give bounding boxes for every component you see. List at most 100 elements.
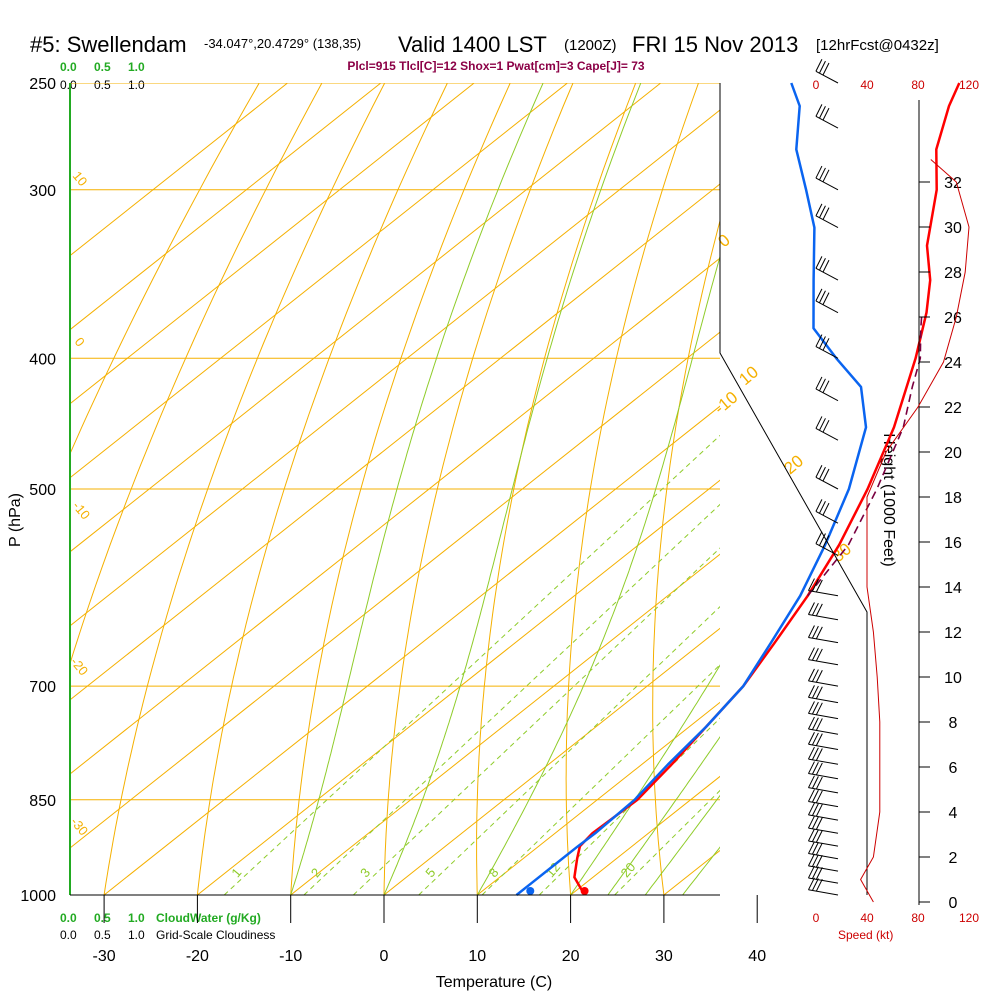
wind-barb-flag	[815, 203, 823, 217]
dry-adiabat-line	[196, 83, 448, 895]
pressure-tick-label: 500	[29, 482, 56, 499]
wind-barb-flag	[815, 670, 823, 683]
wind-barb	[808, 773, 839, 780]
isotherm-line	[70, 83, 288, 257]
dry-adiabat-line	[70, 83, 260, 455]
stability-indices: Plcl=915 Tlcl[C]=12 Shox=1 Pwat[cm]=3 Ca…	[347, 59, 644, 73]
wind-barb-flag	[811, 701, 819, 715]
wind-barb-flag	[815, 762, 823, 776]
wind-barb-flag	[815, 804, 823, 817]
isotherm-line	[70, 183, 720, 701]
wind-barb-flag	[808, 841, 815, 854]
height-tick-label: 20	[944, 445, 962, 462]
wind-barb-flag	[808, 802, 815, 816]
moist-adiabat-line	[607, 736, 720, 895]
wind-barb-flag	[808, 625, 815, 638]
wind-barb	[808, 827, 839, 834]
wind-barb-flag	[819, 501, 826, 514]
wind-barb-flag	[819, 167, 826, 181]
wind-barb-flag	[808, 789, 815, 802]
wind-barb	[808, 743, 839, 750]
speed-tick: 0	[813, 911, 820, 925]
height-tick-label: 14	[944, 580, 962, 597]
wind-barb-flag	[808, 668, 815, 682]
adiabat-label: -20	[68, 654, 92, 678]
height-tick-label: 8	[949, 715, 958, 732]
surface-dewpoint-point	[526, 887, 535, 895]
isotherm-line	[70, 83, 662, 553]
cloudiness-label: Grid-Scale Cloudiness	[156, 928, 275, 942]
wind-barb	[808, 680, 839, 687]
wind-barb-flag	[822, 338, 830, 351]
wind-barb-flag	[811, 866, 819, 879]
wind-barb	[815, 177, 839, 191]
mixing-ratio-label: 2	[308, 865, 324, 880]
cloudiness-tick: 0.0	[60, 928, 77, 942]
station-coords: -34.047°,20.4729° (138,35)	[204, 36, 361, 51]
wind-barb	[808, 728, 839, 735]
isotherm-line	[103, 405, 720, 895]
moist-adiabat-line	[383, 83, 642, 895]
wind-barb-flag	[808, 578, 815, 591]
cloudiness-tick: 0.0	[60, 78, 77, 92]
wind-barb-flag	[811, 789, 819, 803]
wind-barb-flag	[811, 648, 819, 661]
mixing-ratio-line	[353, 547, 720, 895]
mixing-ratio-line	[614, 789, 720, 895]
dry-adiabat-line	[737, 83, 825, 895]
moist-adiabat-line	[476, 254, 720, 895]
isotherm-line	[476, 701, 720, 895]
speed-scale-bottom: 0 40 80 120 Speed (kt)	[813, 911, 980, 942]
wind-barb	[808, 614, 839, 621]
wind-barb-flag	[808, 647, 815, 660]
wind-barb-flag	[819, 205, 826, 218]
wind-barb	[808, 787, 839, 794]
speed-tick: 120	[959, 78, 979, 92]
speed-tick: 40	[860, 78, 874, 92]
wind-barb-flag	[819, 336, 826, 349]
wind-barb-flag	[815, 648, 823, 662]
wind-barb-flag	[819, 378, 826, 392]
mixing-ratio-line	[418, 606, 720, 895]
wind-barb	[815, 476, 839, 490]
wind-barb-flag	[811, 625, 819, 639]
wind-barb	[808, 712, 839, 720]
moist-adiabat-line	[570, 664, 720, 895]
isotherm-line	[70, 331, 720, 849]
speed-tick: 0	[813, 78, 820, 92]
wind-barb-flag	[811, 579, 819, 592]
cloudiness-tick: 1.0	[128, 78, 145, 92]
cloudiness-tick: 0.5	[94, 78, 111, 92]
wind-barb-flag	[822, 292, 830, 305]
cloudwater-tick: 1.0	[128, 911, 145, 925]
pressure-tick-label: 300	[29, 183, 56, 200]
wind-barb-flag	[815, 626, 823, 640]
wind-barb-flag	[815, 867, 823, 880]
mixing-ratio-label: 5	[422, 865, 438, 880]
wind-barb-flag	[811, 732, 819, 746]
wind-barb-flag	[815, 878, 823, 892]
wind-barb-flag	[815, 579, 823, 593]
isotherm-label: 10	[735, 362, 762, 389]
dry-adiabat-line	[476, 83, 637, 895]
wind-barb-flag	[815, 686, 823, 699]
cloudwater-scale-top: 0.0 0.5 1.0 0.0 0.5 1.0	[60, 60, 145, 92]
wind-barb-flag	[808, 815, 815, 829]
mixing-ratio-line	[303, 503, 720, 895]
wind-speed-profile	[860, 159, 970, 903]
height-tick-label: 16	[944, 535, 962, 552]
wind-barb-flag	[811, 602, 819, 616]
height-tick-label: 6	[949, 760, 958, 777]
wind-barb-flag	[819, 533, 826, 546]
wind-barb-flag	[815, 830, 823, 843]
cloudwater-tick: 0.5	[94, 60, 111, 74]
dry-adiabat-line	[973, 83, 1000, 895]
isotherm-line	[70, 257, 720, 775]
mixing-ratio-label: 3	[357, 865, 373, 880]
wind-barb-flag	[815, 748, 823, 761]
cloudwater-tick: 1.0	[128, 60, 145, 74]
mixing-ratio-label: 12	[542, 859, 563, 880]
wind-barb	[815, 115, 839, 129]
wind-barb-flag	[811, 747, 819, 761]
